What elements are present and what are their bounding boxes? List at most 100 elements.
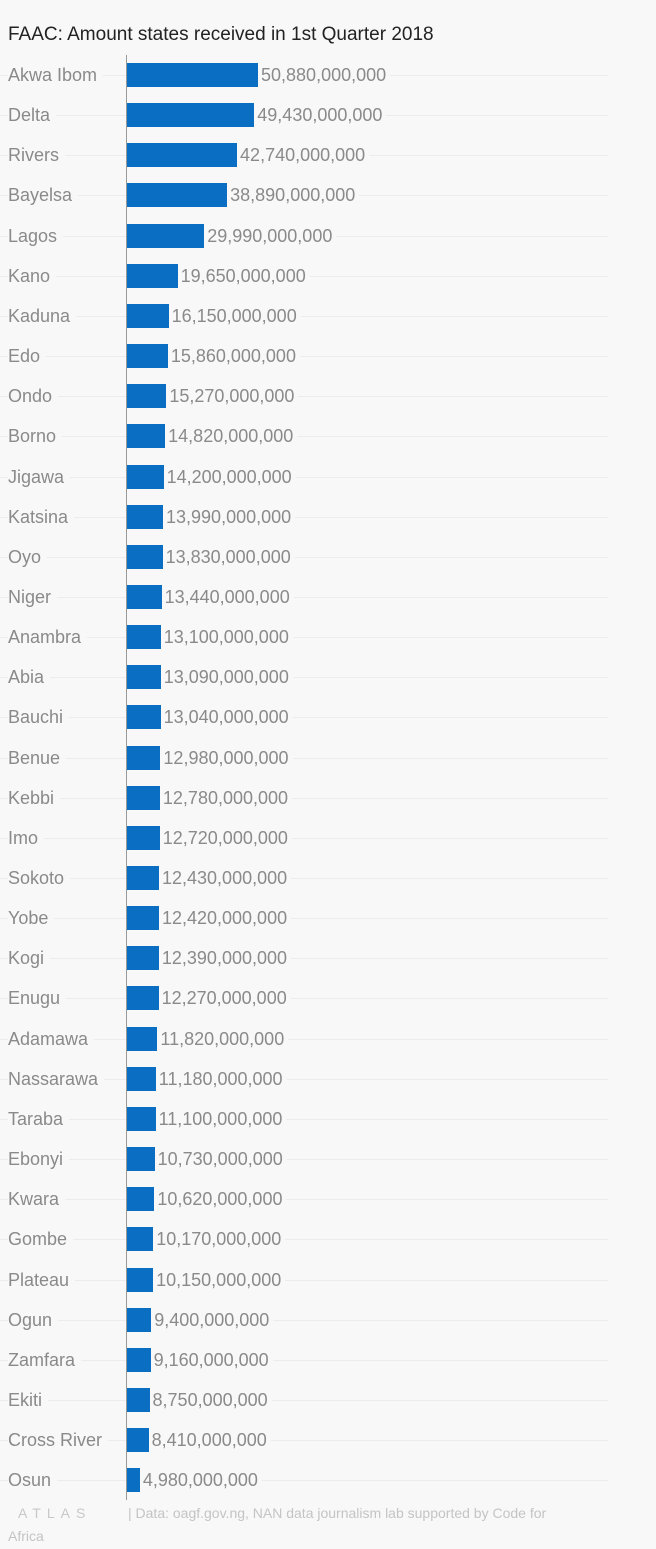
gridline <box>0 998 608 1000</box>
bar-row: Taraba 11,100,000,000 <box>0 1099 656 1139</box>
category-label: Plateau <box>8 1267 76 1292</box>
gridline <box>0 315 608 317</box>
category-label: Adamawa <box>8 1026 95 1051</box>
bar-row: Osun 4,980,000,000 <box>0 1460 656 1500</box>
bar <box>127 1187 155 1212</box>
bar-row: Lagos 29,990,000,000 <box>0 216 656 256</box>
category-label: Bauchi <box>8 705 70 730</box>
bar-row: Delta 49,430,000,000 <box>0 95 656 135</box>
bar <box>127 1387 150 1412</box>
bar-row: Cross River 8,410,000,000 <box>0 1420 656 1460</box>
category-label: Osun <box>8 1468 58 1493</box>
bar-row: Abia 13,090,000,000 <box>0 657 656 697</box>
category-label: Lagos <box>8 223 64 248</box>
bar <box>127 785 160 810</box>
category-label: Bayelsa <box>8 183 79 208</box>
value-label: 29,990,000,000 <box>204 223 337 248</box>
y-axis-line <box>126 55 127 1500</box>
category-label: Rivers <box>8 143 66 168</box>
bar-row: Bauchi 13,040,000,000 <box>0 697 656 737</box>
bar-row: Ebonyi 10,730,000,000 <box>0 1139 656 1179</box>
gridline <box>0 1399 608 1401</box>
value-label: 13,440,000,000 <box>161 584 294 609</box>
bar-row: Kwara 10,620,000,000 <box>0 1179 656 1219</box>
gridline <box>0 637 608 639</box>
category-label: Yobe <box>8 906 55 931</box>
value-label: 15,270,000,000 <box>166 384 299 409</box>
bar-row: Zamfara 9,160,000,000 <box>0 1340 656 1380</box>
bar-row: Edo 15,860,000,000 <box>0 336 656 376</box>
value-label: 13,100,000,000 <box>160 625 293 650</box>
value-label: 10,730,000,000 <box>154 1147 287 1172</box>
chart-title: FAAC: Amount states received in 1st Quar… <box>8 24 434 45</box>
gridline <box>0 1199 608 1201</box>
value-label: 16,150,000,000 <box>168 303 301 328</box>
category-label: Kaduna <box>8 303 77 328</box>
bar-row: Enugu 12,270,000,000 <box>0 978 656 1018</box>
bar <box>127 424 166 449</box>
bar-row: Bayelsa 38,890,000,000 <box>0 175 656 215</box>
value-label: 12,780,000,000 <box>159 785 293 810</box>
value-label: 10,170,000,000 <box>153 1227 286 1252</box>
value-label: 11,180,000,000 <box>155 1066 287 1091</box>
category-label: Imo <box>8 825 45 850</box>
value-label: 4,980,000,000 <box>139 1468 262 1493</box>
category-label: Jigawa <box>8 464 71 489</box>
bar-row: Nassarawa 11,180,000,000 <box>0 1059 656 1099</box>
bar <box>127 625 161 650</box>
bar <box>127 63 259 87</box>
value-label: 13,040,000,000 <box>160 705 293 730</box>
gridline <box>0 757 608 759</box>
value-label: 42,740,000,000 <box>237 143 370 168</box>
bar <box>127 303 169 328</box>
category-label: Abia <box>8 665 51 690</box>
bar <box>127 705 161 730</box>
category-label: Kebbi <box>8 785 61 810</box>
bar <box>127 986 159 1011</box>
source-note: | Data: oagf.gov.ng, NAN data journalism… <box>128 1505 547 1521</box>
bar <box>127 1147 155 1172</box>
value-label: 11,820,000,000 <box>157 1026 289 1051</box>
bar-row: Yobe 12,420,000,000 <box>0 898 656 938</box>
gridline <box>0 476 608 478</box>
bar <box>127 946 159 971</box>
category-label: Borno <box>8 424 63 449</box>
bar-row: Sokoto 12,430,000,000 <box>0 858 656 898</box>
value-label: 15,860,000,000 <box>167 344 300 369</box>
bar-row: Imo 12,720,000,000 <box>0 818 656 858</box>
category-label: Cross River <box>8 1428 109 1453</box>
gridline <box>0 878 608 879</box>
gridline <box>0 1440 608 1442</box>
bar-row: Anambra 13,100,000,000 <box>0 617 656 657</box>
gridline <box>0 1239 608 1241</box>
bar <box>127 584 162 609</box>
gridline <box>0 356 608 358</box>
gridline <box>0 1078 608 1080</box>
category-label: Nassarawa <box>8 1066 105 1091</box>
bar <box>127 1066 156 1091</box>
gridline <box>0 1319 608 1321</box>
gridline <box>0 1480 608 1482</box>
category-label: Zamfara <box>8 1347 82 1372</box>
category-label: Taraba <box>8 1106 70 1131</box>
bar-row: Borno 14,820,000,000 <box>0 416 656 456</box>
bar <box>127 1026 158 1051</box>
value-label: 12,720,000,000 <box>159 825 292 850</box>
bar <box>127 1347 151 1372</box>
bar <box>127 223 205 248</box>
value-label: 13,830,000,000 <box>162 544 295 569</box>
category-label: Kwara <box>8 1187 66 1212</box>
gridline <box>0 677 608 679</box>
category-label: Akwa Ibom <box>8 63 104 87</box>
value-label: 14,200,000,000 <box>163 464 296 489</box>
bar <box>127 344 168 369</box>
bar <box>127 544 163 569</box>
category-label: Kogi <box>8 946 51 971</box>
source-note-continued: Africa <box>8 1528 44 1544</box>
category-label: Ekiti <box>8 1387 49 1412</box>
bar <box>127 665 161 690</box>
bar <box>127 1106 156 1131</box>
value-label: 9,400,000,000 <box>151 1307 274 1332</box>
gridline <box>0 396 608 398</box>
bar <box>127 866 159 890</box>
